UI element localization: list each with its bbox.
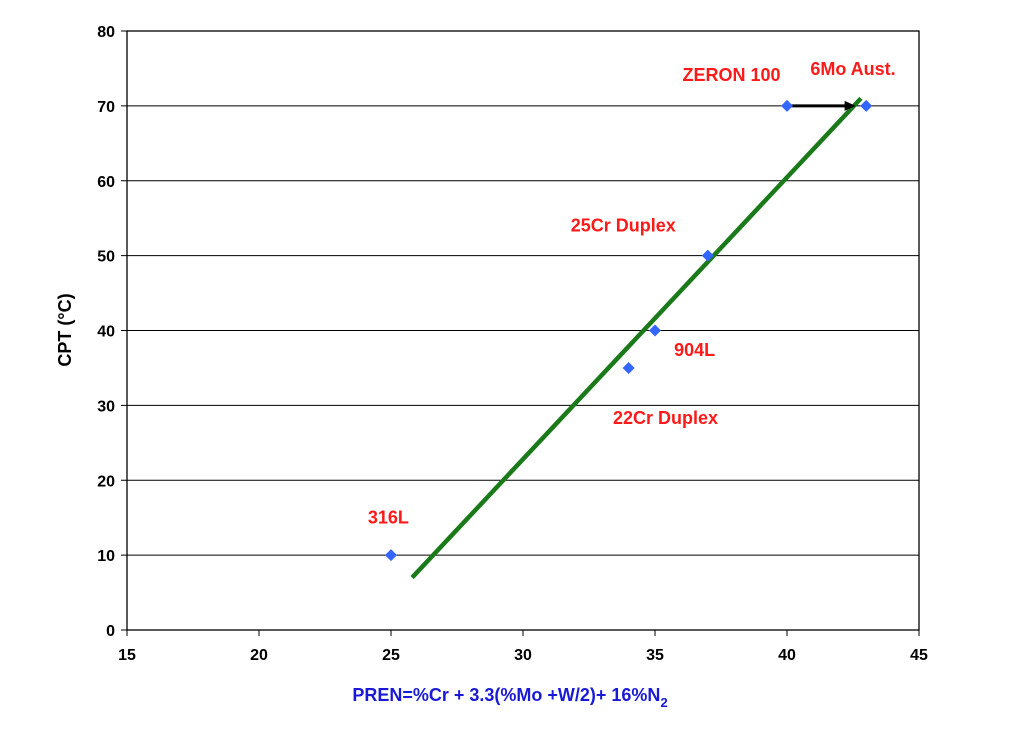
y-tick-label-80: 80: [97, 24, 115, 41]
annotation-4: ZERON 100: [683, 65, 781, 85]
x-tick-label-45: 45: [910, 647, 928, 664]
data-point-4: [781, 99, 793, 112]
data-point-0: [385, 549, 397, 562]
y-tick-label-0: 0: [106, 623, 115, 640]
x-tick-label-30: 30: [514, 647, 532, 664]
arrow: [787, 100, 856, 111]
data-points: [385, 99, 873, 562]
data-point-2: [649, 324, 661, 337]
x-axis-label-subscript: 2: [660, 695, 667, 710]
arrow-head: [844, 100, 856, 111]
x-tick-label-35: 35: [646, 647, 664, 664]
y-tick-label-60: 60: [97, 174, 115, 191]
y-tick-label-50: 50: [97, 249, 115, 266]
y-tick-label-10: 10: [97, 548, 115, 565]
data-point-5: [860, 99, 873, 112]
x-axis-label: PREN=%Cr + 3.3(%Mo +W/2)+ 16%N2: [352, 685, 667, 710]
x-tick-label-15: 15: [118, 647, 136, 664]
data-point-1: [622, 361, 635, 374]
annotation-2: 904L: [674, 340, 715, 360]
x-tick-label-40: 40: [778, 647, 796, 664]
annotations: 316L 22Cr Duplex 904L 25Cr Duplex ZERON 100 6…: [368, 59, 896, 528]
x-tick-label-20: 20: [250, 647, 268, 664]
x-tick-label-25: 25: [382, 647, 400, 664]
y-tick-label-20: 20: [97, 473, 115, 490]
grid-lines: [127, 105, 919, 556]
y-tick-label-30: 30: [97, 398, 115, 415]
y-tick-label-70: 70: [97, 99, 115, 116]
trendline: [410, 96, 863, 580]
data-point-3: [701, 249, 714, 262]
trendline-line: [410, 96, 863, 580]
y-tick-labels: 0 10 20 30 40 50 60 70 80: [97, 24, 127, 640]
annotation-0: 316L: [368, 508, 409, 528]
x-tick-labels: 15 20 25 30 35 40 45: [118, 630, 928, 664]
annotation-3: 25Cr Duplex: [571, 216, 676, 236]
annotation-1: 22Cr Duplex: [613, 408, 718, 428]
y-axis-label: CPT (°C): [55, 293, 75, 366]
annotation-5: 6Mo Aust.: [810, 59, 895, 79]
x-axis-label-main: PREN=%Cr + 3.3(%Mo +W/2)+ 16%N: [352, 685, 660, 705]
y-tick-label-40: 40: [97, 324, 115, 341]
